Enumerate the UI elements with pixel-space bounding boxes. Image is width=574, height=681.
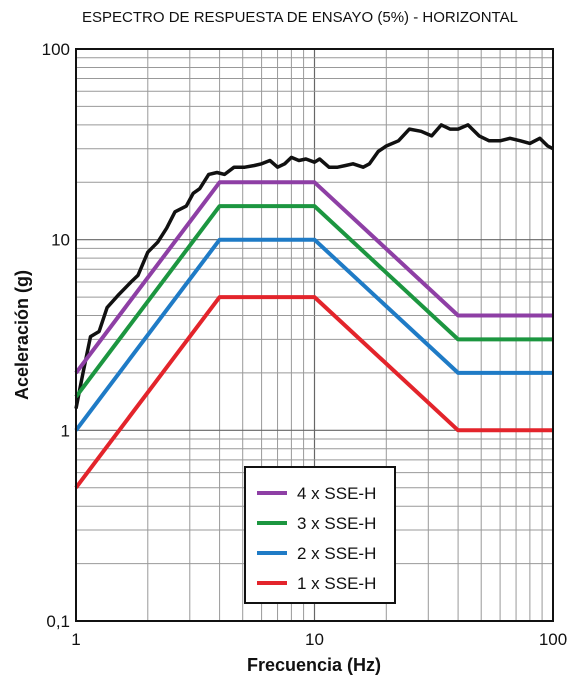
series-line-test-spectrum <box>74 123 554 409</box>
series-layer <box>74 123 554 489</box>
y-axis-label: Aceleración (g) <box>12 270 32 400</box>
grid <box>76 49 553 621</box>
legend-label: 2 x SSE-H <box>297 544 376 563</box>
legend-box <box>244 466 396 604</box>
legend: 4 x SSE-H 3 x SSE-H 2 x SSE-H 1 x SSE-H <box>244 466 396 604</box>
legend-label: 3 x SSE-H <box>297 514 376 533</box>
x-tick-label: 10 <box>305 630 324 649</box>
series-line-3-x-sse-h <box>74 204 553 399</box>
y-tick-label: 1 <box>61 421 70 440</box>
series-line-4-x-sse-h <box>74 180 553 375</box>
series-line-1-x-sse-h <box>74 295 553 489</box>
x-tick-label: 1 <box>71 630 80 649</box>
chart-title: ESPECTRO DE RESPUESTA DE ENSAYO (5%) - H… <box>82 9 518 26</box>
x-tick-label: 100 <box>539 630 567 649</box>
y-tick-label: 10 <box>51 231 70 250</box>
y-tick-label: 0,1 <box>46 612 70 631</box>
legend-label: 1 x SSE-H <box>297 574 376 593</box>
y-tick-label: 100 <box>42 40 70 59</box>
series-line-2-x-sse-h <box>74 237 553 432</box>
x-axis-label: Frecuencia (Hz) <box>247 655 381 675</box>
legend-label: 4 x SSE-H <box>297 484 376 503</box>
plot-frame <box>75 48 554 622</box>
